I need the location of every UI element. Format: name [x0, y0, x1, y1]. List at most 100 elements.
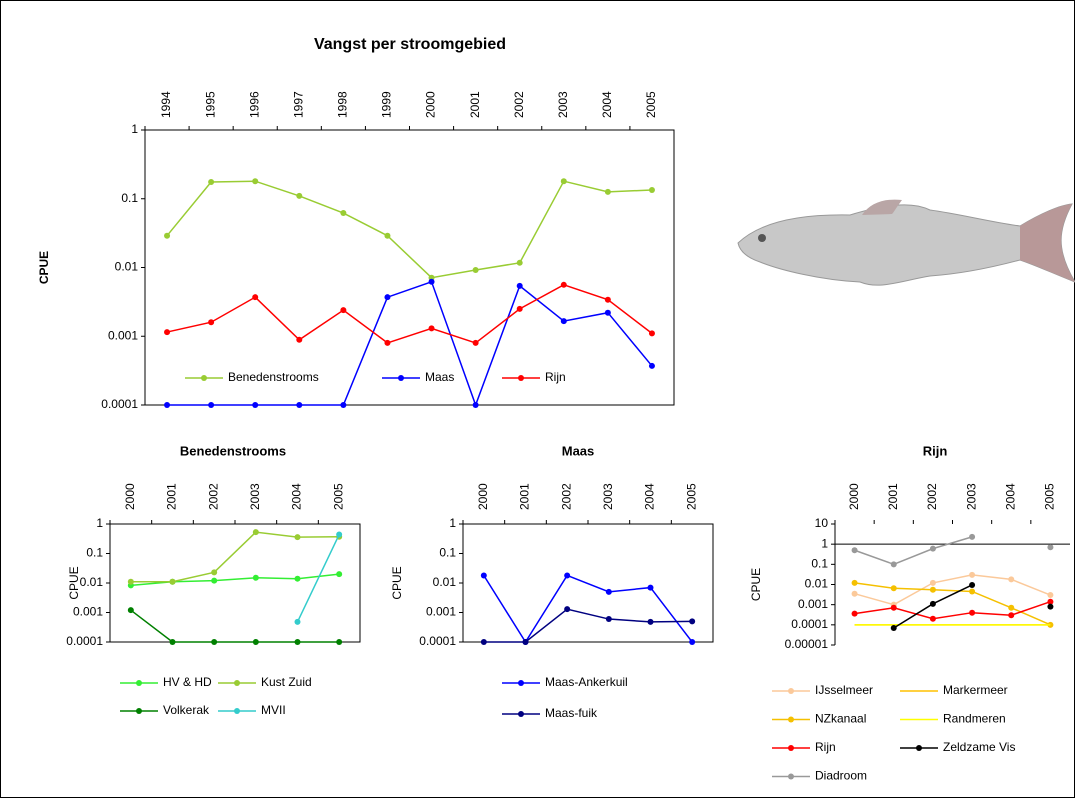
data-point	[164, 232, 171, 239]
data-point	[211, 569, 218, 576]
y-tick-label: 0.0001	[66, 634, 103, 648]
x-tick-label: 2005	[331, 483, 345, 510]
y-tick-label: 0.00001	[785, 637, 829, 651]
y-tick-label: 1	[449, 516, 456, 530]
legend-label: Diadroom	[815, 769, 867, 783]
data-point	[560, 318, 567, 325]
y-tick-label: 0.1	[86, 546, 103, 560]
data-point	[1008, 612, 1015, 619]
data-point	[472, 266, 479, 273]
y-tick-label: 0.001	[108, 328, 138, 342]
data-point	[340, 402, 347, 408]
data-point	[294, 618, 301, 625]
chart-title: Vangst per stroomgebied	[314, 36, 506, 53]
series-line	[130, 531, 340, 583]
x-tick-label: 2003	[601, 483, 615, 510]
data-point	[211, 639, 218, 645]
data-point	[522, 639, 529, 645]
data-point	[127, 607, 134, 614]
data-point	[296, 336, 303, 343]
legend-label: NZkanaal	[815, 712, 866, 726]
legend-label: Kust Zuid	[261, 675, 312, 689]
x-tick-label: 2002	[925, 483, 939, 510]
data-point	[294, 575, 301, 582]
fish-eye	[758, 234, 766, 242]
y-tick-label: 0.001	[73, 605, 103, 619]
legend-label: Zeldzame Vis	[943, 740, 1015, 754]
x-tick-label: 2004	[290, 483, 304, 510]
legend-label: Benedenstrooms	[228, 370, 319, 384]
data-point	[252, 294, 259, 301]
data-point	[340, 307, 347, 314]
data-point	[294, 639, 301, 645]
y-tick-label: 0.1	[811, 557, 828, 571]
data-point	[890, 561, 897, 568]
data-point	[336, 639, 343, 645]
data-point	[689, 639, 696, 645]
legend-label: Markermeer	[943, 683, 1008, 697]
y-tick-label: 10	[815, 516, 829, 530]
data-point	[480, 572, 487, 579]
x-tick-label: 2003	[964, 483, 978, 510]
x-tick-label: 2005	[644, 91, 658, 118]
data-point	[208, 319, 215, 326]
chart-title: Rijn	[923, 443, 948, 458]
data-point	[929, 579, 936, 586]
data-point	[890, 585, 897, 592]
data-point	[605, 616, 612, 623]
y-tick-label: 0.001	[798, 597, 828, 611]
data-point	[969, 533, 976, 540]
data-point	[384, 232, 391, 239]
data-point	[969, 581, 976, 588]
y-axis-title: CPUE	[67, 566, 81, 599]
data-point	[564, 572, 571, 579]
y-tick-label: 0.001	[426, 605, 456, 619]
legend-marker	[788, 745, 794, 751]
legend-marker	[788, 688, 794, 694]
data-point	[648, 187, 655, 194]
data-point	[604, 188, 611, 195]
y-tick-label: 1	[96, 516, 103, 530]
series-line	[483, 608, 693, 643]
x-tick-label: 1994	[159, 91, 173, 118]
x-tick-label: 2005	[684, 483, 698, 510]
legend-marker	[398, 375, 404, 381]
x-tick-label: 1995	[203, 91, 217, 118]
y-axis-title: CPUE	[390, 566, 404, 599]
x-tick-label: 2003	[556, 91, 570, 118]
x-tick-label: 2004	[643, 483, 657, 510]
y-axis-title: CPUE	[749, 568, 763, 601]
data-point	[851, 610, 858, 617]
x-tick-label: 2003	[248, 483, 262, 510]
y-tick-label: 1	[131, 122, 138, 136]
series-line	[854, 536, 973, 566]
x-tick-label: 2002	[559, 483, 573, 510]
legend-marker	[136, 680, 142, 686]
legend-label: Volkerak	[163, 703, 210, 717]
series-line	[130, 609, 340, 643]
data-point	[560, 178, 567, 185]
data-point	[648, 330, 655, 337]
data-point	[890, 604, 897, 611]
data-point	[336, 531, 343, 538]
data-point	[647, 584, 654, 591]
x-tick-label: 2005	[1043, 483, 1057, 510]
data-point	[211, 577, 218, 584]
data-point	[336, 571, 343, 578]
data-point	[472, 402, 479, 408]
series-line	[854, 601, 1051, 620]
data-point	[1008, 576, 1015, 583]
legend-marker	[788, 716, 794, 723]
data-point	[208, 179, 215, 186]
data-point	[164, 402, 171, 408]
data-point	[1047, 592, 1054, 599]
data-point	[296, 402, 303, 408]
legend-marker	[518, 375, 524, 381]
data-point	[929, 545, 936, 552]
x-tick-label: 2000	[123, 483, 137, 510]
legend-label: Maas	[425, 370, 454, 384]
y-tick-label: 0.01	[115, 260, 139, 274]
data-point	[1047, 598, 1054, 605]
data-point	[564, 606, 571, 613]
